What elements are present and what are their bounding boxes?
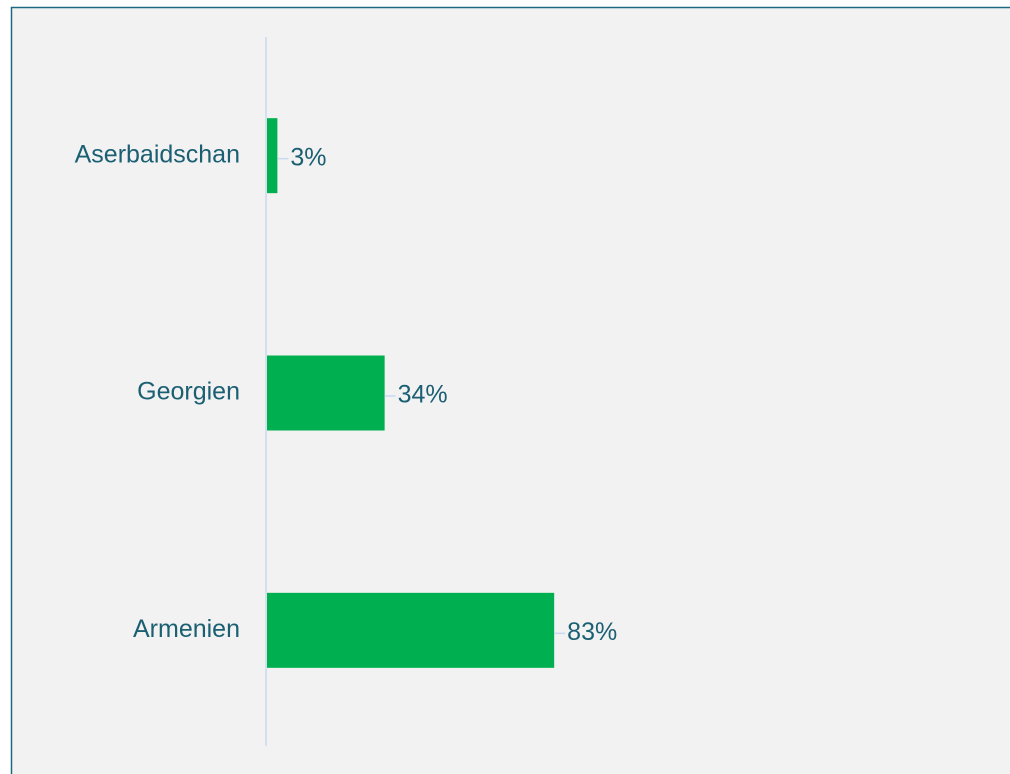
- category-label: Aserbaidschan: [75, 140, 240, 168]
- value-label: 34%: [398, 381, 448, 409]
- bar: [267, 118, 278, 194]
- category-label: Georgien: [137, 378, 240, 406]
- bar: [267, 592, 555, 668]
- category-label: Armenien: [133, 615, 240, 643]
- bar: [267, 355, 385, 431]
- value-label: 3%: [290, 143, 326, 171]
- value-label: 83%: [567, 618, 617, 646]
